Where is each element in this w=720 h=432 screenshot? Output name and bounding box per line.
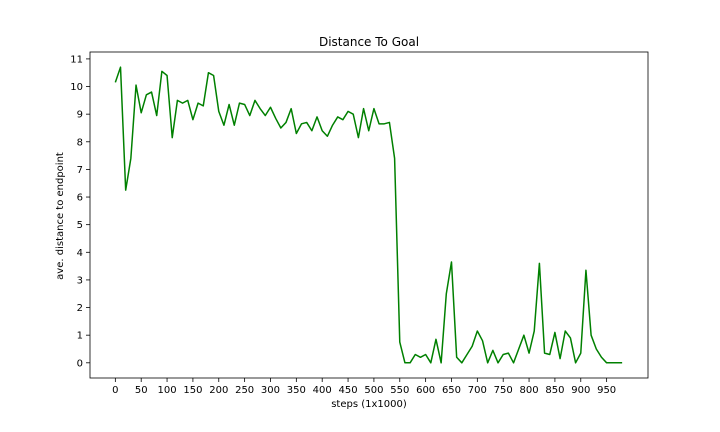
- y-tick-label: 9: [77, 110, 83, 121]
- y-axis-label: ave. distance to endpoint: [55, 152, 66, 280]
- plot-frame: [89, 51, 649, 379]
- y-tick-label: 8: [77, 137, 83, 148]
- y-tick-label: 4: [77, 248, 83, 259]
- y-tick-label: 6: [77, 193, 83, 204]
- x-tick-label: 550: [390, 385, 409, 396]
- y-tick-label: 10: [70, 82, 83, 93]
- x-tick-label: 450: [339, 385, 358, 396]
- axis-ticks: 0 50 100 150 200 250 300 350 400 450 500 550 600 650 7…: [70, 54, 616, 396]
- x-tick-label: 300: [261, 385, 280, 396]
- x-axis-label: steps (1x1000): [331, 399, 407, 410]
- y-tick-label: 11: [70, 54, 83, 65]
- x-tick-label: 600: [416, 385, 435, 396]
- chart-title: Distance To Goal: [319, 35, 419, 49]
- x-tick-label: 250: [235, 385, 254, 396]
- x-tick-label: 0: [112, 385, 118, 396]
- y-tick-label: 2: [77, 303, 83, 314]
- x-tick-label: 900: [571, 385, 590, 396]
- x-tick-label: 850: [545, 385, 564, 396]
- y-tick-label: 5: [77, 220, 83, 231]
- x-tick-label: 700: [468, 385, 487, 396]
- x-tick-label: 350: [287, 385, 306, 396]
- x-tick-label: 150: [183, 385, 202, 396]
- x-tick-label: 400: [313, 385, 332, 396]
- series-line-0: [114, 66, 623, 364]
- y-tick-label: 3: [77, 275, 83, 286]
- x-tick-label: 950: [597, 385, 616, 396]
- x-tick-label: 750: [494, 385, 513, 396]
- x-tick-label: 100: [158, 385, 177, 396]
- x-tick-label: 500: [364, 385, 383, 396]
- y-tick-label: 1: [77, 331, 83, 342]
- x-tick-label: 200: [209, 385, 228, 396]
- x-tick-label: 50: [135, 385, 148, 396]
- plot-area: [114, 66, 623, 364]
- x-tick-label: 800: [520, 385, 539, 396]
- y-tick-label: 0: [77, 358, 83, 369]
- y-tick-label: 7: [77, 165, 83, 176]
- x-tick-label: 650: [442, 385, 461, 396]
